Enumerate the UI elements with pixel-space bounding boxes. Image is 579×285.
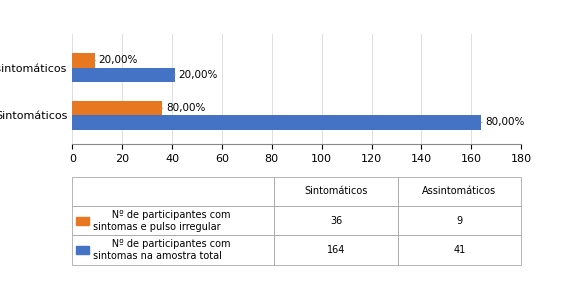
Text: 80,00%: 80,00% bbox=[162, 103, 205, 113]
Bar bbox=[72, 101, 162, 115]
Bar bbox=[72, 68, 175, 82]
Text: 20,00%: 20,00% bbox=[175, 70, 218, 80]
Text: 20,00%: 20,00% bbox=[95, 56, 138, 66]
Bar bbox=[72, 115, 481, 130]
Bar bbox=[76, 246, 89, 254]
Text: 80,00%: 80,00% bbox=[481, 117, 525, 127]
Bar bbox=[76, 217, 89, 225]
Bar bbox=[72, 53, 95, 68]
